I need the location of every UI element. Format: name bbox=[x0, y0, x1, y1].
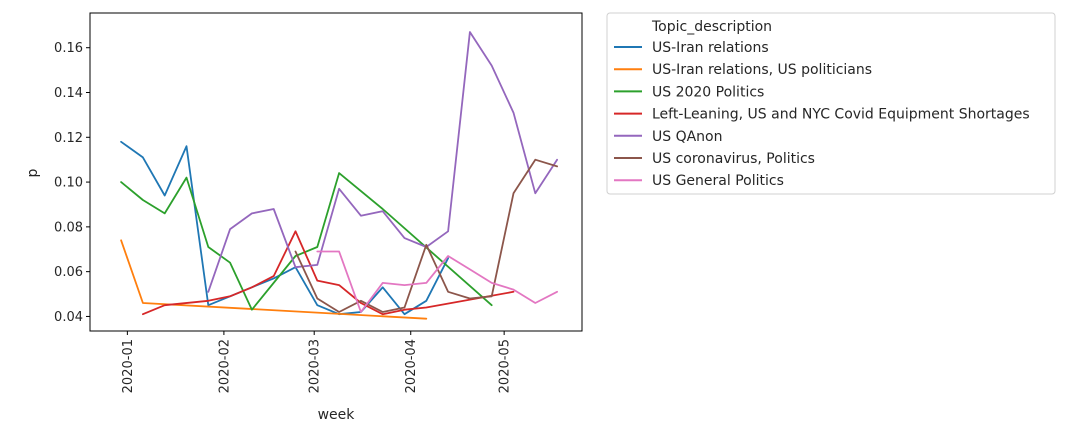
x-tick-label: 2020-01 bbox=[121, 339, 136, 393]
series-line-4 bbox=[141, 230, 515, 316]
series-line-3 bbox=[120, 172, 493, 311]
legend-label: US coronavirus, Politics bbox=[652, 151, 815, 167]
legend-label: US QAnon bbox=[652, 129, 723, 145]
series-line-1 bbox=[120, 140, 450, 316]
x-axis-label: week bbox=[318, 407, 356, 423]
y-tick-label: 0.08 bbox=[54, 220, 83, 235]
x-tick-label: 2020-03 bbox=[308, 339, 323, 393]
series-layer bbox=[120, 31, 558, 320]
y-axis-label: p bbox=[25, 168, 41, 177]
legend-items: US-Iran relations US-Iran relations, US p… bbox=[614, 40, 1030, 189]
y-tick-label: 0.14 bbox=[54, 86, 83, 101]
legend-title: Topic_description bbox=[651, 19, 772, 35]
legend-box bbox=[606, 12, 1056, 195]
legend-label: US-Iran relations bbox=[652, 40, 769, 56]
legend-label: US-Iran relations, US politicians bbox=[652, 62, 872, 78]
y-tick-label: 0.10 bbox=[54, 176, 83, 191]
series-line-7 bbox=[316, 250, 558, 313]
y-tick-label: 0.12 bbox=[54, 131, 83, 146]
series-line-6 bbox=[294, 158, 558, 313]
y-tick-label: 0.16 bbox=[54, 41, 83, 56]
x-tick-label: 2020-05 bbox=[498, 339, 513, 393]
x-tick-label: 2020-02 bbox=[217, 339, 232, 393]
legend: Topic_description US-Iran relationsUS-Ir… bbox=[606, 12, 1056, 195]
ticks-layer: 0.04 0.06 0.08 0.10 0.12 0.14 0.16 2020-01 2020-… bbox=[54, 41, 513, 393]
y-tick-label: 0.04 bbox=[54, 310, 83, 325]
x-tick-label: 2020-04 bbox=[404, 339, 419, 393]
legend-label: US 2020 Politics bbox=[652, 84, 764, 100]
y-tick-label: 0.06 bbox=[54, 265, 83, 280]
axes-layer bbox=[89, 12, 583, 332]
series-line-2 bbox=[120, 239, 428, 320]
series-line-5 bbox=[207, 31, 558, 293]
legend-label: US General Politics bbox=[652, 173, 784, 189]
plot-frame bbox=[89, 12, 583, 332]
legend-label: Left-Leaning, US and NYC Covid Equipment… bbox=[652, 107, 1030, 123]
